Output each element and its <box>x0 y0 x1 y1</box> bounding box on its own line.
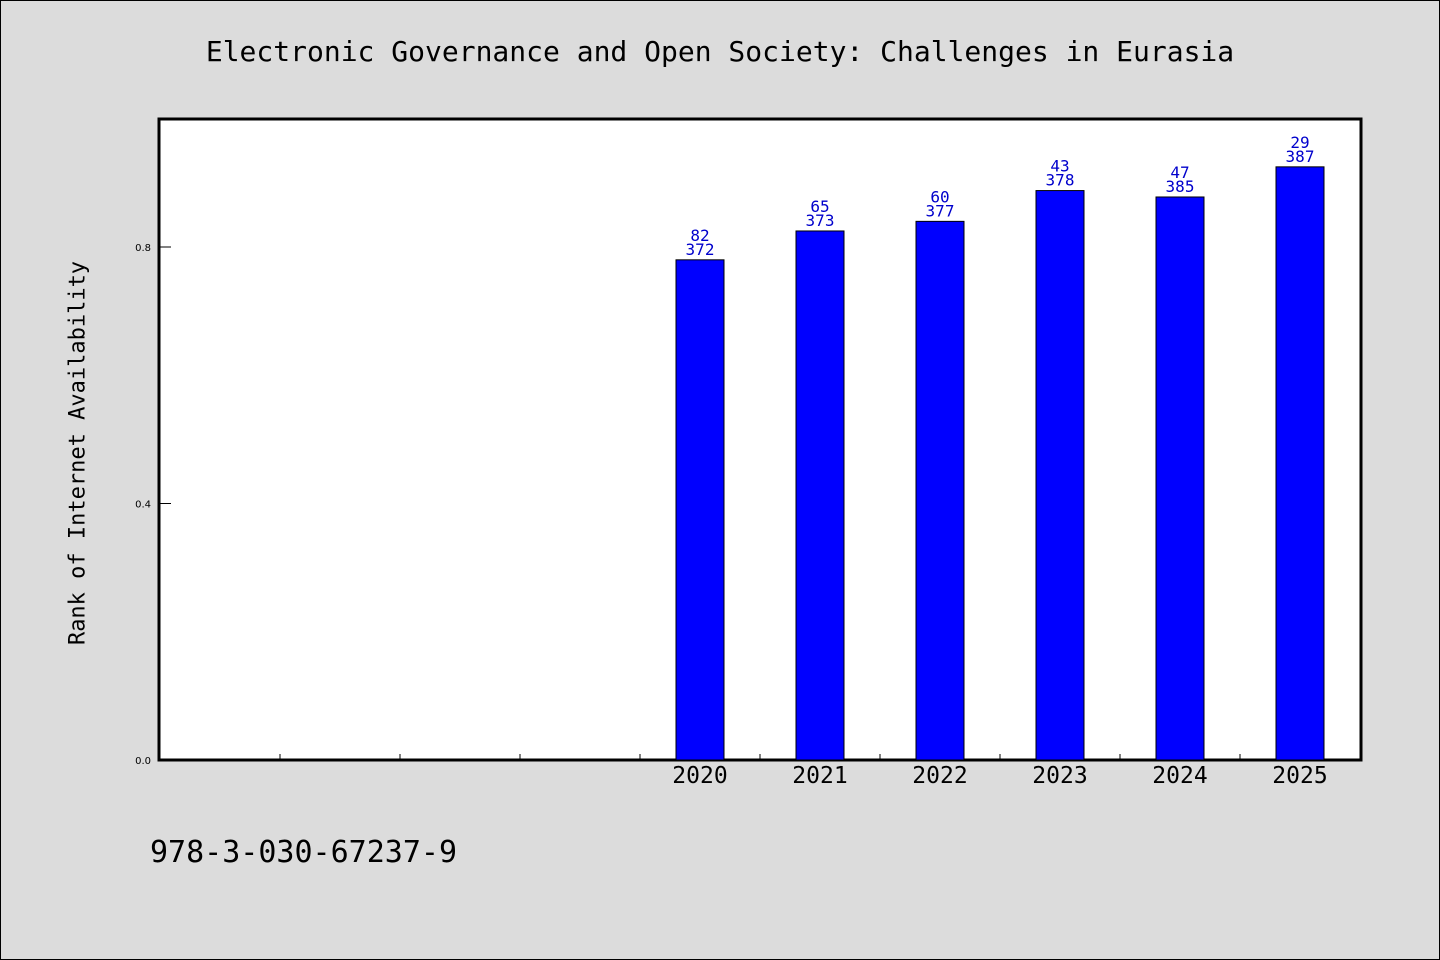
data-label-bottom: 387 <box>1286 147 1315 166</box>
x-tick-label: 2022 <box>912 763 967 789</box>
bar-2022 <box>915 220 965 761</box>
data-label-top: 82 <box>690 226 709 245</box>
data-label-bottom: 378 <box>1046 171 1075 190</box>
data-label-bottom: 377 <box>926 201 955 220</box>
x-tick-label: 2021 <box>792 763 847 789</box>
bars <box>675 166 1325 761</box>
bar-2023 <box>1035 190 1085 761</box>
bar-2024 <box>1155 196 1205 761</box>
x-tick-label: 2024 <box>1152 763 1207 789</box>
x-tick-label: 2023 <box>1032 763 1087 789</box>
x-tick-label: 2020 <box>672 763 727 789</box>
x-axis: 2020 2021 2022 2023 2024 2025 <box>279 754 1328 789</box>
y-tick-label: 0.8 <box>135 243 151 254</box>
y-tick-label: 0.4 <box>135 500 151 511</box>
bar-2021 <box>795 230 845 761</box>
data-label-bottom: 373 <box>806 211 835 230</box>
data-label-top: 29 <box>1290 133 1309 152</box>
x-tick-label: 2025 <box>1272 763 1327 789</box>
bar-2025 <box>1275 166 1325 761</box>
data-label-top: 60 <box>930 187 949 206</box>
bar-2020 <box>675 259 725 761</box>
y-axis: 0.0 0.4 0.8 <box>135 243 171 767</box>
chart-title: Electronic Governance and Open Society: … <box>205 35 1235 68</box>
y-tick-label: 0.0 <box>135 756 151 767</box>
data-label-top: 65 <box>810 197 829 216</box>
data-label-top: 47 <box>1170 163 1189 182</box>
data-label-top: 43 <box>1050 157 1069 176</box>
data-label-bottom: 372 <box>686 240 715 259</box>
isbn-text: 978-3-030-67237-9 <box>150 835 458 870</box>
data-label-bottom: 385 <box>1166 177 1195 196</box>
